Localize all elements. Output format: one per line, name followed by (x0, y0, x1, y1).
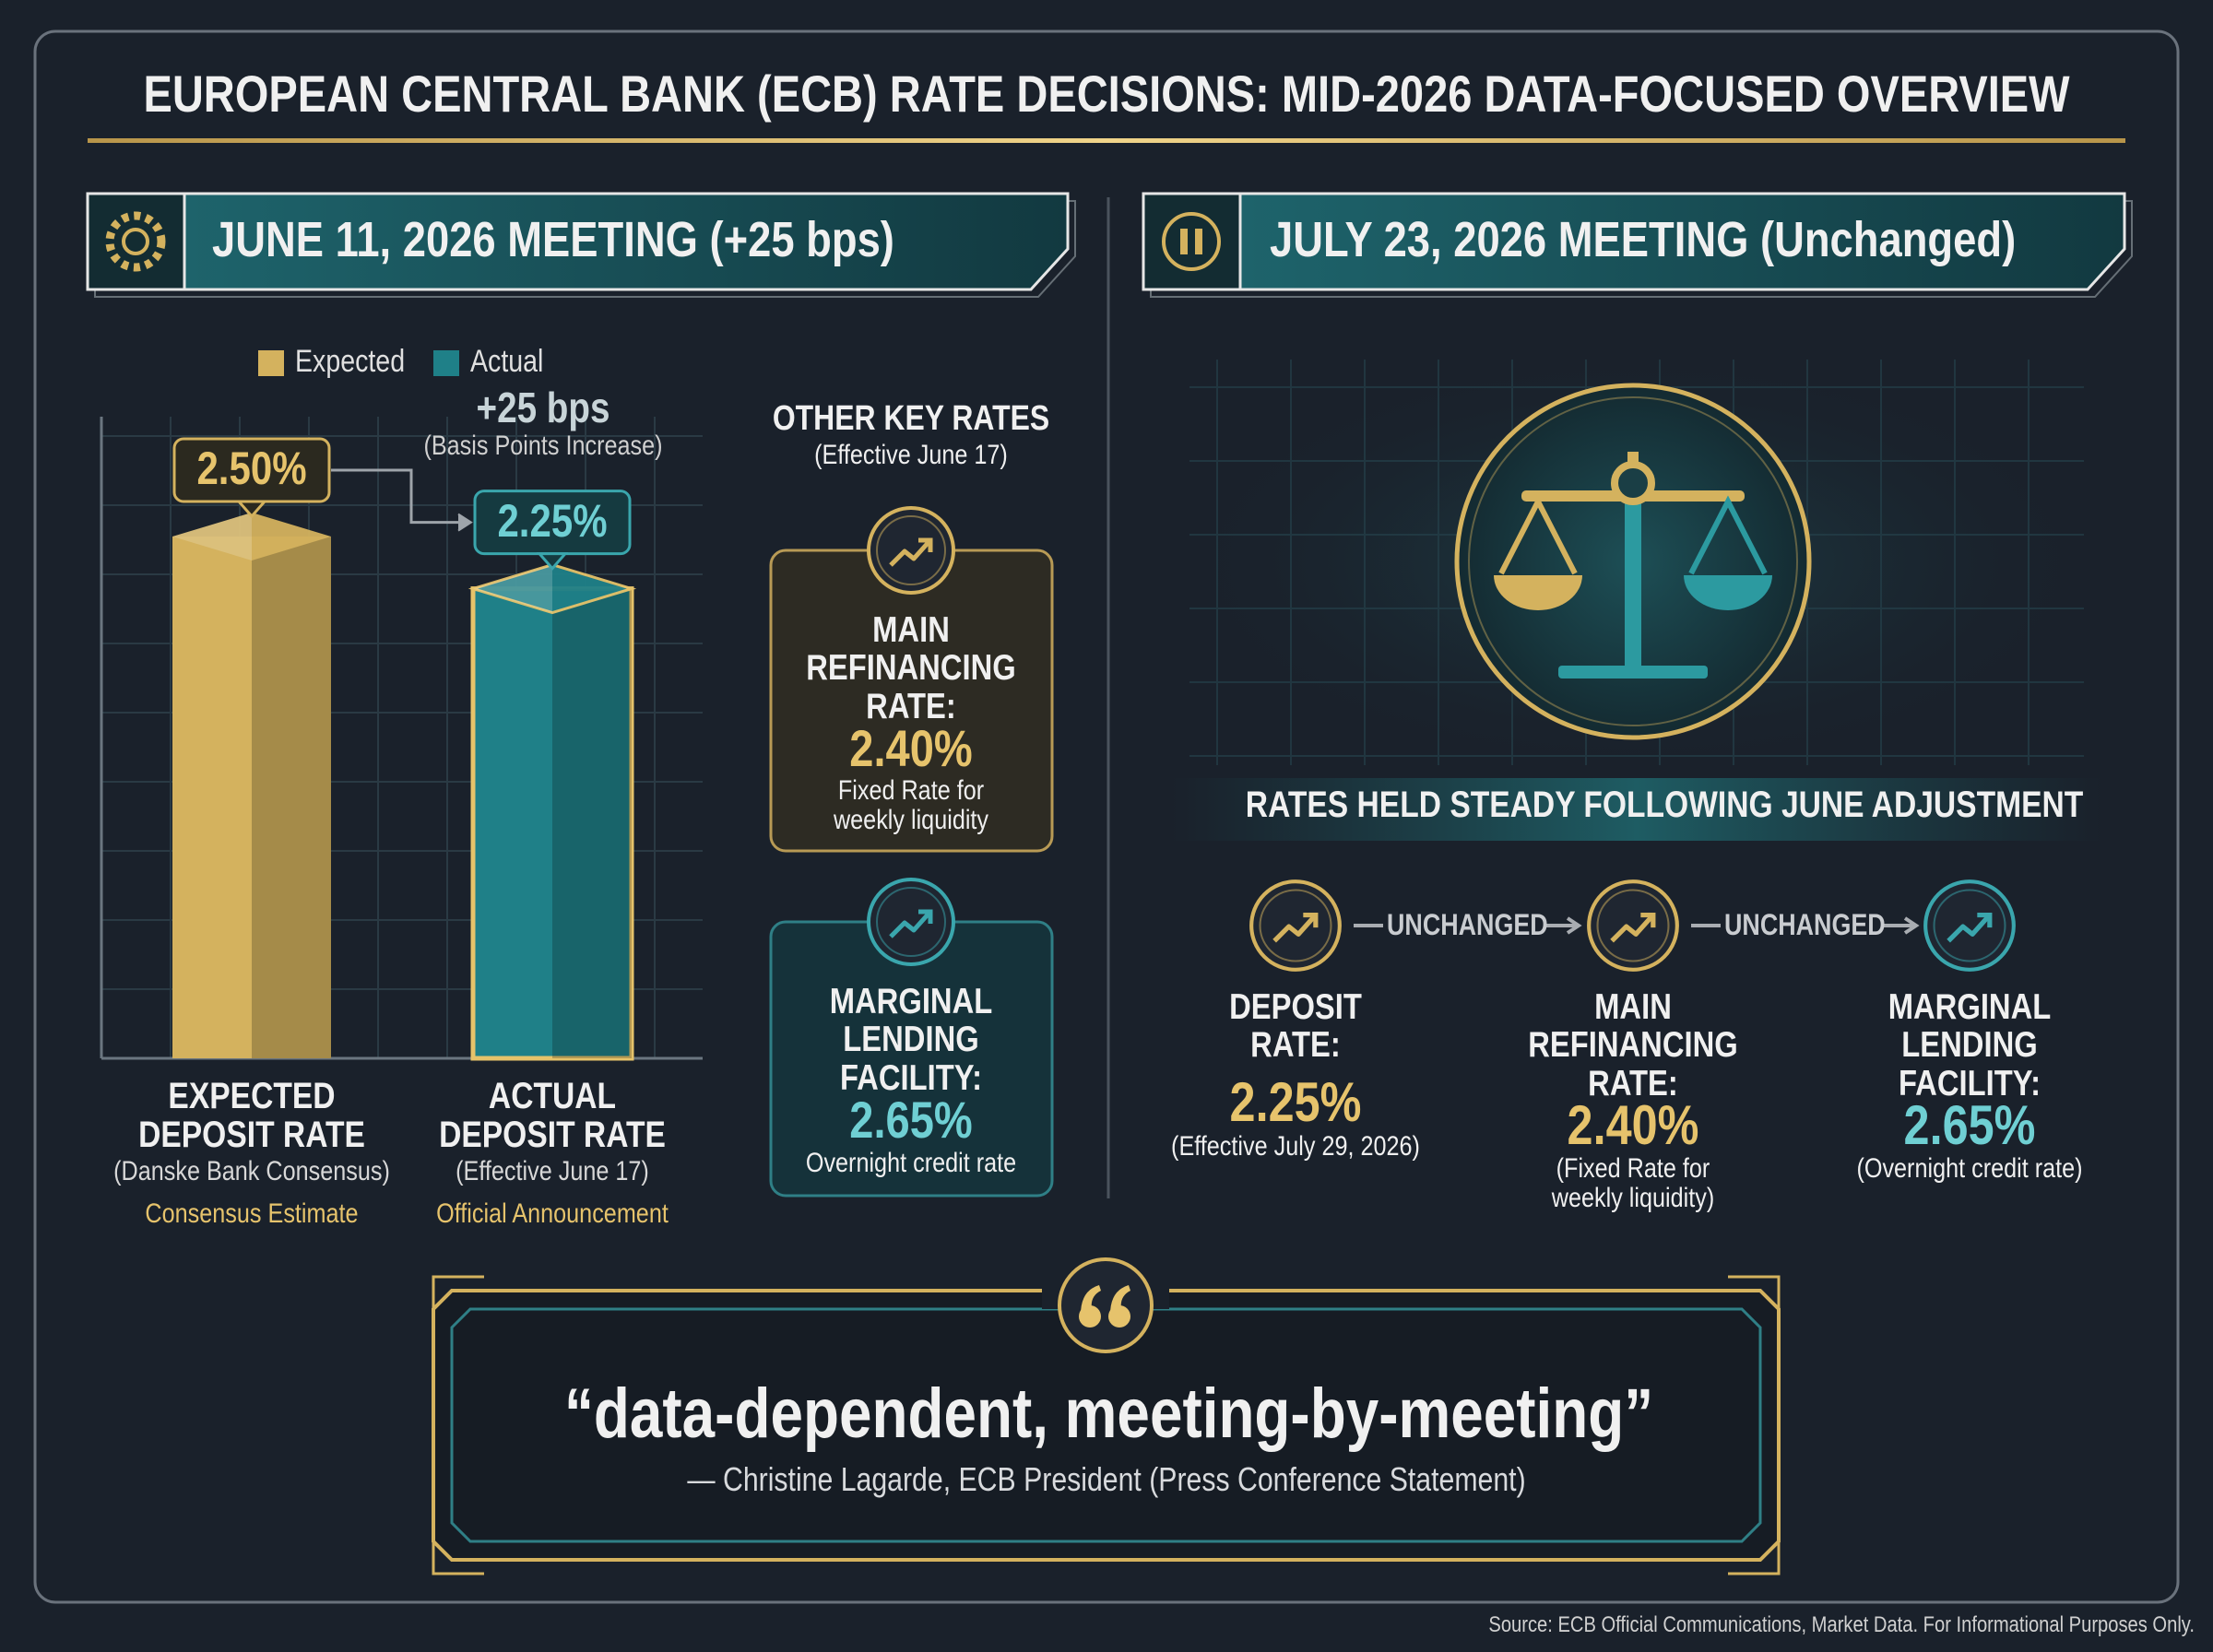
trend-icon (1925, 881, 2014, 970)
scale-pivot (1611, 461, 1655, 505)
scale-string (1498, 495, 1578, 575)
pause-bar (1195, 229, 1202, 254)
rate-label: MARGINAL LENDING FACILITY: (1888, 987, 2052, 1103)
card-label: MARGINAL LENDING FACILITY: (829, 982, 993, 1098)
scale-string (1688, 495, 1768, 575)
quote-icon (1058, 1257, 1154, 1353)
quote-frame (432, 1289, 1781, 1562)
legend-label: Expected (295, 344, 406, 379)
banner (1171, 778, 2102, 841)
card-value: 2.40% (849, 719, 973, 777)
category-tag: Consensus Estimate (145, 1198, 359, 1229)
rate-value: 2.40% (1567, 1094, 1699, 1156)
rate-label: DEPOSIT RATE: (1229, 987, 1362, 1066)
scale-top (1627, 452, 1639, 466)
footer-source: Source: ECB Official Communications, Mar… (1488, 1612, 2195, 1637)
rate-value: 2.25% (1229, 1071, 1362, 1133)
bar-cap (467, 563, 637, 615)
scale-base (1558, 666, 1708, 678)
value-label-pointer (235, 500, 268, 519)
page-title: EUROPEAN CENTRAL BANK (ECB) RATE DECISIO… (143, 65, 2070, 123)
pause-bar (1180, 229, 1188, 254)
quote-corners (432, 1275, 1781, 1575)
value-label: 2.25% (497, 494, 608, 547)
quote-text: “data-dependent, meeting-by-meeting” (564, 1375, 1654, 1453)
gear-icon (105, 211, 166, 272)
connector-label: UNCHANGED (1724, 908, 1886, 941)
annotation-subtext: (Basis Points Increase) (423, 431, 663, 461)
scale-disc-ring (1468, 396, 1798, 726)
gear-icon-center (122, 228, 149, 255)
value-label-pointer (536, 552, 569, 571)
section-subtitle: (Effective June 17) (814, 440, 1008, 470)
legend-swatch (258, 350, 284, 376)
bar (470, 586, 634, 1061)
scale-pan (1684, 575, 1772, 610)
title-rule (88, 138, 2125, 143)
pause-icon (1162, 212, 1221, 271)
scale-pillar (1625, 498, 1641, 673)
card-label: MAIN REFINANCING RATE: (806, 610, 1016, 726)
bar-cap (172, 513, 331, 560)
outer-frame (33, 30, 2180, 1604)
trend-icon (869, 508, 953, 593)
connector (331, 468, 467, 525)
rate-value: 2.65% (1903, 1094, 2036, 1156)
category-label: ACTUAL DEPOSIT RATE (439, 1076, 666, 1156)
rate-note: (Effective July 29, 2026) (1171, 1131, 1420, 1162)
june-icon-box (86, 192, 186, 291)
bar-shade (552, 588, 632, 1058)
rate-note: (Overnight credit rate) (1856, 1153, 2083, 1184)
connector-head (457, 513, 473, 532)
rate-label: MAIN REFINANCING RATE: (1528, 987, 1738, 1103)
legend-label: Actual (470, 344, 544, 379)
scale-pan (1494, 575, 1582, 610)
june-heading: JUNE 11, 2026 MEETING (+25 bps) (212, 212, 894, 267)
trend-icon (1589, 881, 1677, 970)
value-label: 2.50% (196, 442, 307, 494)
bar (172, 537, 331, 1058)
category-note: (Danske Bank Consensus) (113, 1156, 390, 1186)
section-title: OTHER KEY RATES (772, 399, 1050, 438)
quote-frame-inner (450, 1307, 1762, 1543)
july-heading: JULY 23, 2026 MEETING (Unchanged) (1270, 212, 2017, 267)
trend-icon (1251, 881, 1340, 970)
bar-shade (252, 537, 331, 1058)
card-note: Overnight credit rate (805, 1148, 1017, 1178)
rate-note: (Fixed Rate for weekly liquidity) (1551, 1153, 1715, 1213)
category-label: EXPECTED DEPOSIT RATE (138, 1076, 365, 1156)
category-tag: Official Announcement (436, 1198, 669, 1229)
card-note: Fixed Rate for weekly liquidity (833, 775, 989, 835)
bar-cap-light (473, 564, 552, 613)
legend-swatch (433, 350, 459, 376)
annotation: +25 bps (476, 384, 610, 431)
quote-glyph (1079, 1285, 1130, 1328)
banner-text: RATES HELD STEADY FOLLOWING JUNE ADJUSTM… (1245, 785, 2084, 825)
card-value: 2.65% (849, 1091, 973, 1149)
category-note: (Effective June 17) (456, 1156, 649, 1186)
connector-label: UNCHANGED (1387, 908, 1548, 941)
quote-attribution: — Christine Lagarde, ECB President (Pres… (687, 1460, 1526, 1498)
bar-cap-light (172, 513, 252, 560)
connector-arrows (1354, 916, 1920, 935)
july-icon-box (1142, 192, 1242, 291)
trend-icon (869, 879, 953, 964)
